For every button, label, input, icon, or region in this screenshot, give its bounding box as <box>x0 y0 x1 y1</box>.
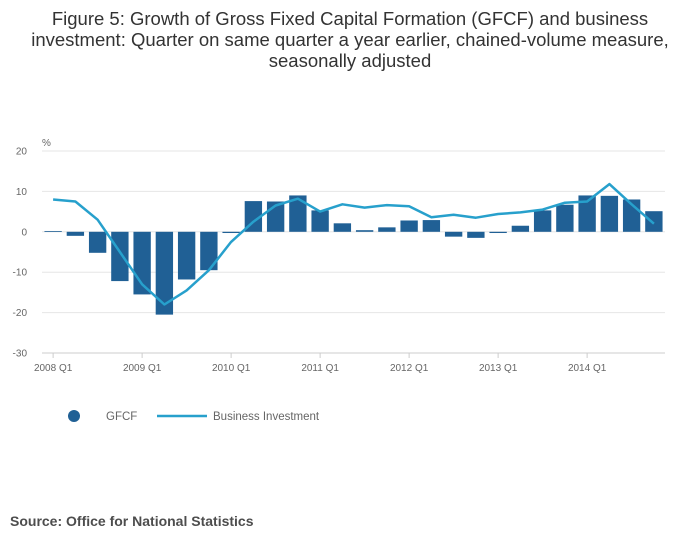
bar-gfcf <box>289 195 307 232</box>
bar-gfcf <box>333 223 352 232</box>
legend-gfcf-marker <box>68 410 80 422</box>
bar-gfcf <box>600 195 619 232</box>
bar-gfcf <box>44 230 62 232</box>
bar-gfcf <box>444 231 463 237</box>
bar-gfcf <box>177 231 196 280</box>
x-tick-label: 2012 Q1 <box>390 363 429 374</box>
y-tick-label: -10 <box>13 268 28 279</box>
x-axis-ticks: 2008 Q1 2009 Q1 2010 Q1 2011 Q1 2012 Q1 2013 … <box>34 353 607 374</box>
bar-gfcf <box>467 231 485 238</box>
chart-title: Figure 5: Growth of Gross Fixed Capital … <box>31 8 669 71</box>
bar-gfcf <box>556 204 574 232</box>
y-tick-label: -20 <box>13 308 28 319</box>
y-tick-label: -30 <box>13 349 28 360</box>
source-note: Source: Office for National Statistics <box>10 513 254 529</box>
gfcf-bars <box>44 195 663 315</box>
y-axis-ticks: 20 10 0 -10 -20 -30 <box>13 147 28 360</box>
x-tick-label: 2010 Q1 <box>212 363 251 374</box>
bar-gfcf <box>511 225 530 232</box>
y-tick-label: 20 <box>16 147 28 158</box>
bar-gfcf <box>422 220 441 232</box>
bar-gfcf <box>88 231 107 253</box>
x-tick-label: 2009 Q1 <box>123 363 162 374</box>
y-tick-label: 0 <box>21 227 27 238</box>
bar-gfcf <box>111 231 129 282</box>
legend-business-investment-label: Business Investment <box>213 411 320 423</box>
legend: GFCF Business Investment <box>68 410 320 423</box>
x-tick-label: 2011 Q1 <box>301 363 339 374</box>
bar-gfcf <box>200 231 218 271</box>
bar-gfcf <box>533 210 552 232</box>
bar-gfcf <box>155 231 174 315</box>
x-tick-label: 2013 Q1 <box>479 363 518 374</box>
bar-gfcf <box>578 195 596 232</box>
x-tick-label: 2014 Q1 <box>568 363 607 374</box>
x-tick-label: 2008 Q1 <box>34 363 73 374</box>
bar-gfcf <box>355 230 374 232</box>
y-tick-label: 10 <box>16 187 28 198</box>
bar-gfcf <box>489 231 507 234</box>
bar-gfcf <box>222 231 240 234</box>
business-investment-line <box>52 182 655 306</box>
bar-gfcf <box>400 220 418 232</box>
bar-gfcf <box>311 210 329 232</box>
legend-gfcf-label: GFCF <box>106 411 137 423</box>
bar-gfcf <box>378 227 396 232</box>
bar-gfcf <box>66 231 85 236</box>
y-axis-label: % <box>42 138 51 149</box>
bar-gfcf <box>645 211 663 232</box>
